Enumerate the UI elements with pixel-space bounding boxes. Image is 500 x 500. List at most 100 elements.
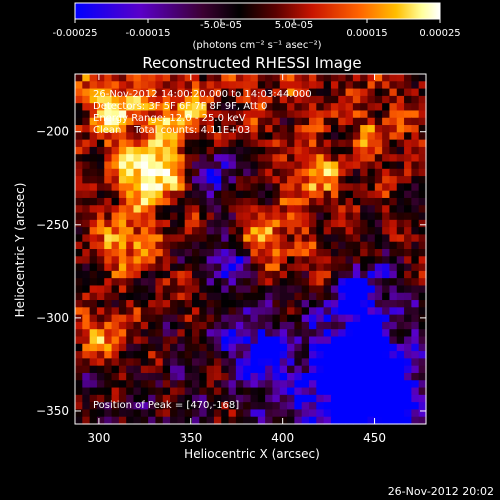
heatmap-cell <box>192 103 200 112</box>
heatmap-cell <box>177 103 186 112</box>
heatmap-cell <box>352 197 361 206</box>
heatmap-cell <box>228 329 237 338</box>
heatmap-cell <box>374 110 383 119</box>
heatmap-cell <box>338 249 347 257</box>
heatmap-cell <box>184 212 193 221</box>
heatmap-cell <box>257 380 266 389</box>
heatmap-cell <box>389 292 398 301</box>
heatmap-cell <box>82 168 91 177</box>
heatmap-cell <box>89 358 98 367</box>
heatmap-cell <box>301 249 310 257</box>
heatmap-cell <box>316 146 325 155</box>
heatmap-cell <box>323 190 332 199</box>
heatmap-cell <box>345 394 354 403</box>
heatmap-cell <box>330 278 339 287</box>
heatmap-cell <box>250 176 259 184</box>
heatmap-cell <box>111 358 120 367</box>
heatmap-cell <box>418 139 427 148</box>
heatmap-cell <box>213 292 222 301</box>
heatmap-cell <box>287 263 295 272</box>
heatmap-cell <box>235 117 244 126</box>
heatmap-cell <box>265 314 274 323</box>
heatmap-cell <box>184 219 193 228</box>
heatmap-cell <box>118 285 127 294</box>
heatmap-cell <box>148 110 157 119</box>
heatmap-cell <box>133 81 142 90</box>
heatmap-cell <box>228 285 237 294</box>
heatmap-cell <box>345 285 354 294</box>
heatmap-cell <box>418 314 427 323</box>
heatmap-cell <box>148 88 157 97</box>
heatmap-cell <box>235 343 244 352</box>
heatmap-cell <box>140 278 149 287</box>
heatmap-cell <box>374 234 383 243</box>
heatmap-cell <box>184 205 193 214</box>
heatmap-cell <box>301 351 310 359</box>
heatmap-cell <box>250 125 259 133</box>
heatmap-cell <box>272 146 281 155</box>
heatmap-cell <box>250 219 259 228</box>
heatmap-cell <box>140 132 149 141</box>
heatmap-cell <box>126 292 135 301</box>
heatmap-cell <box>206 95 215 104</box>
heatmap-cell <box>404 190 412 199</box>
heatmap-cell <box>96 183 105 192</box>
heatmap-cell <box>221 95 230 104</box>
heatmap-cell <box>206 416 215 425</box>
heatmap-cell <box>126 314 135 323</box>
heatmap-cell <box>287 387 295 396</box>
heatmap-cell <box>96 416 105 425</box>
heatmap-cell <box>382 387 391 396</box>
heatmap-cell <box>301 197 310 206</box>
heatmap-cell <box>279 154 288 163</box>
heatmap-cell <box>382 278 391 287</box>
heatmap-cell <box>118 394 127 403</box>
heatmap-cell <box>323 387 332 396</box>
heatmap-cell <box>133 285 142 294</box>
heatmap-cell <box>148 329 157 338</box>
heatmap-cell <box>309 132 317 141</box>
heatmap-cell <box>213 387 222 396</box>
heatmap-cell <box>257 394 266 403</box>
heatmap-cell <box>228 103 237 112</box>
heatmap-cell <box>133 168 142 177</box>
heatmap-cell <box>272 205 281 214</box>
heatmap-cell <box>192 241 200 250</box>
heatmap-cell <box>301 146 310 155</box>
heatmap-cell <box>360 139 369 148</box>
heatmap-cell <box>367 300 376 308</box>
heatmap-cell <box>374 358 383 367</box>
heatmap-cell <box>199 132 208 141</box>
heatmap-cell <box>352 416 361 425</box>
heatmap-cell <box>316 329 325 338</box>
heatmap-cell <box>192 110 200 119</box>
heatmap-cell <box>279 256 288 265</box>
heatmap-cell <box>192 409 200 418</box>
heatmap-cell <box>330 270 339 279</box>
heatmap-cell <box>411 219 420 228</box>
heatmap-cell <box>82 292 91 301</box>
annotations: 26-Nov-2012 14:00:20.000 to 14:03:44.000… <box>93 89 312 411</box>
heatmap-cell <box>243 270 252 279</box>
heatmap-cell <box>265 110 274 119</box>
heatmap-cell <box>170 125 178 133</box>
heatmap-cell <box>309 219 317 228</box>
heatmap-cell <box>257 125 266 133</box>
heatmap-cell <box>140 321 149 330</box>
heatmap-cell <box>360 183 369 192</box>
heatmap-cell <box>140 176 149 184</box>
heatmap-cell <box>221 212 230 221</box>
heatmap-cell <box>133 365 142 374</box>
heatmap-cell <box>338 314 347 323</box>
heatmap-cell <box>89 416 98 425</box>
heatmap-cell <box>155 154 164 163</box>
heatmap-cell <box>199 358 208 367</box>
heatmap-cell <box>396 205 405 214</box>
heatmap-cell <box>330 314 339 323</box>
heatmap-cell <box>352 146 361 155</box>
heatmap-cell <box>301 314 310 323</box>
heatmap-cell <box>287 227 295 236</box>
heatmap-cell <box>126 205 135 214</box>
heatmap-cell <box>257 256 266 265</box>
heatmap-cell <box>374 81 383 90</box>
